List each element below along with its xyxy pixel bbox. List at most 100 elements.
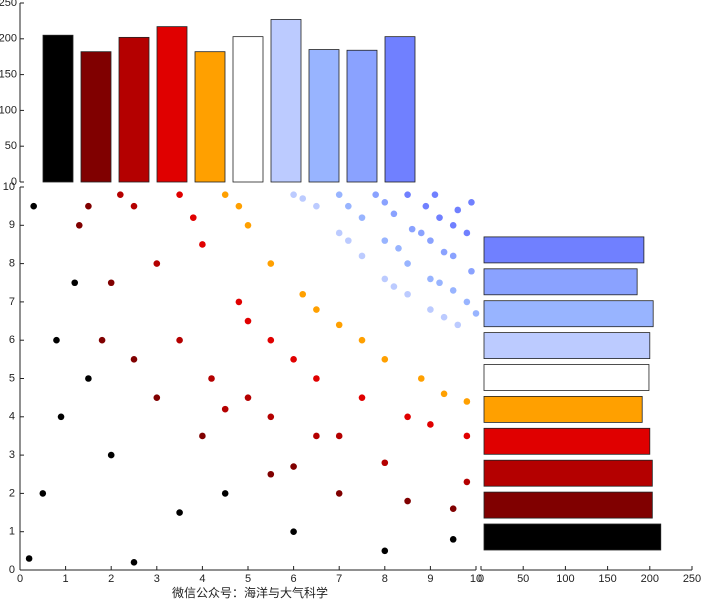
point bbox=[85, 202, 92, 210]
x-tick-label: 4 bbox=[199, 573, 205, 585]
point bbox=[290, 463, 297, 470]
point bbox=[454, 321, 462, 329]
point bbox=[235, 298, 243, 306]
point bbox=[381, 356, 389, 363]
x-tick-label: 0 bbox=[478, 573, 484, 585]
point bbox=[176, 336, 183, 344]
x-tick-label: 8 bbox=[382, 573, 388, 585]
point bbox=[267, 413, 275, 421]
bar bbox=[384, 36, 416, 183]
x-tick-label: 100 bbox=[556, 573, 574, 585]
point bbox=[313, 202, 320, 210]
bar bbox=[42, 34, 74, 183]
watermark: 微信公众号：海洋与大气科学 bbox=[172, 585, 328, 600]
bar bbox=[483, 364, 650, 391]
point bbox=[130, 559, 138, 566]
bar bbox=[270, 19, 302, 183]
y-tick-label: 250 bbox=[0, 0, 17, 9]
point bbox=[358, 214, 366, 221]
bar bbox=[483, 427, 651, 455]
point bbox=[199, 241, 206, 248]
point bbox=[408, 225, 416, 233]
point bbox=[244, 222, 252, 229]
point bbox=[436, 214, 443, 221]
x-tick-label: 2 bbox=[108, 573, 114, 585]
y-tick-label: 200 bbox=[0, 33, 17, 45]
y-tick-label: 10 bbox=[3, 181, 15, 193]
bar bbox=[118, 36, 150, 183]
point bbox=[440, 248, 448, 256]
point bbox=[395, 244, 402, 252]
point bbox=[335, 191, 343, 198]
point bbox=[390, 283, 398, 290]
point bbox=[71, 279, 79, 287]
point bbox=[335, 490, 343, 497]
point bbox=[358, 252, 366, 260]
point bbox=[235, 202, 243, 210]
bar bbox=[483, 300, 654, 328]
point bbox=[404, 413, 411, 421]
point bbox=[472, 310, 480, 317]
point bbox=[221, 405, 229, 413]
point bbox=[335, 229, 343, 237]
point bbox=[431, 191, 439, 198]
x-tick-label: 6 bbox=[291, 573, 297, 585]
point bbox=[454, 206, 462, 214]
point bbox=[57, 413, 65, 421]
point bbox=[313, 375, 320, 382]
point bbox=[427, 275, 434, 283]
point bbox=[404, 191, 411, 198]
y-tick-label: 150 bbox=[0, 69, 17, 81]
point bbox=[335, 432, 343, 440]
point bbox=[358, 336, 366, 344]
y-tick-label: 0 bbox=[11, 176, 17, 188]
y-tick-label: 100 bbox=[0, 104, 17, 116]
point bbox=[463, 432, 471, 440]
point bbox=[30, 202, 37, 210]
x-tick-label: 200 bbox=[641, 573, 659, 585]
point bbox=[404, 260, 411, 267]
bar bbox=[483, 523, 662, 551]
bar bbox=[483, 491, 653, 519]
point bbox=[290, 191, 297, 198]
point bbox=[468, 199, 475, 206]
bar bbox=[483, 332, 651, 360]
x-tick-label: 150 bbox=[598, 573, 616, 585]
point bbox=[440, 390, 448, 398]
point bbox=[221, 191, 229, 198]
point bbox=[25, 555, 33, 562]
bar bbox=[483, 236, 645, 264]
point bbox=[417, 229, 425, 237]
y-tick-label: 3 bbox=[9, 449, 15, 461]
point bbox=[335, 321, 343, 329]
point bbox=[98, 336, 106, 344]
point bbox=[299, 290, 307, 298]
point bbox=[176, 191, 183, 198]
bar bbox=[308, 49, 340, 183]
point bbox=[107, 451, 115, 459]
point bbox=[117, 191, 124, 198]
point bbox=[75, 222, 83, 229]
y-tick-label: 4 bbox=[9, 411, 15, 423]
point bbox=[463, 298, 471, 306]
x-tick-label: 9 bbox=[427, 573, 433, 585]
bar bbox=[156, 26, 188, 183]
point bbox=[463, 229, 471, 237]
point bbox=[290, 356, 297, 363]
point bbox=[153, 260, 161, 267]
x-tick-label: 1 bbox=[63, 573, 69, 585]
point bbox=[53, 336, 60, 344]
point bbox=[427, 421, 434, 428]
y-tick-label: 50 bbox=[5, 140, 17, 152]
point bbox=[468, 267, 475, 275]
point bbox=[130, 356, 138, 363]
x-tick-label: 50 bbox=[517, 573, 529, 585]
point bbox=[440, 313, 448, 321]
bar bbox=[483, 395, 643, 423]
point bbox=[449, 287, 457, 294]
point bbox=[221, 490, 229, 497]
point bbox=[427, 306, 434, 313]
point bbox=[199, 432, 206, 440]
point bbox=[449, 505, 457, 513]
x-tick-label: 0 bbox=[17, 573, 23, 585]
